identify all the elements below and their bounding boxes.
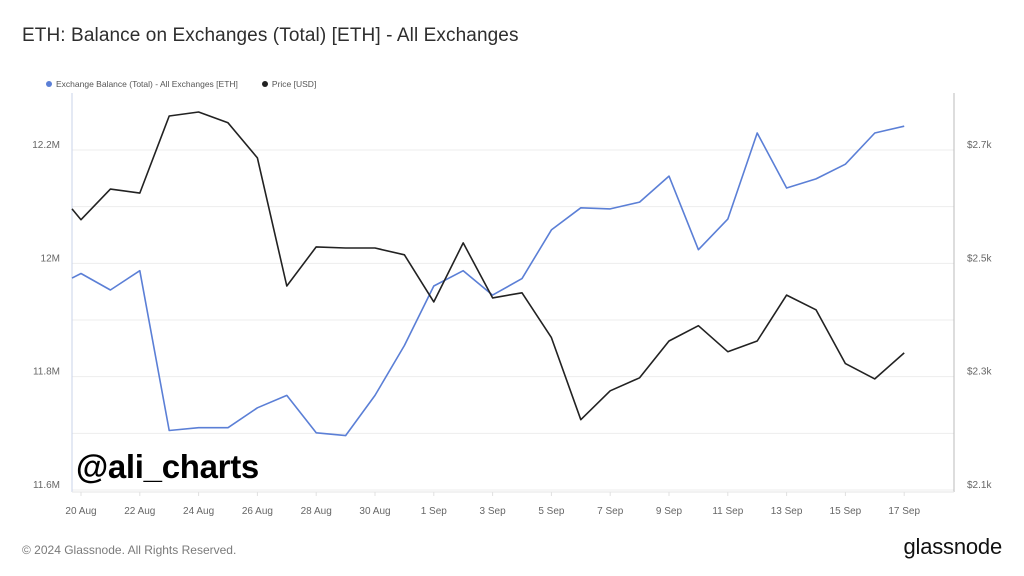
x-tick-label: 20 Aug — [65, 506, 96, 517]
y-right-tick-label: $2.5k — [967, 253, 992, 264]
x-tick-label: 5 Sep — [538, 506, 565, 517]
x-tick-label: 13 Sep — [771, 506, 803, 517]
y-left-tick-label: 11.6M — [33, 480, 60, 491]
x-tick-label: 28 Aug — [301, 506, 332, 517]
legend-dot-icon — [261, 81, 268, 87]
y-left-tick-label: 12.2M — [32, 140, 60, 151]
x-tick-label: 30 Aug — [359, 506, 390, 517]
glassnode-logo: glassnode — [903, 534, 1003, 559]
y-right-tick-label: $2.3k — [967, 367, 992, 378]
legend-item-price[interactable]: Price [USD] — [261, 79, 317, 89]
y-right-tick-label: $2.7k — [967, 140, 992, 151]
y-right-tick-label: $2.1k — [967, 480, 992, 491]
copyright-notice: © 2024 Glassnode. All Rights Reserved. — [22, 543, 237, 557]
price-line[interactable] — [71, 111, 905, 421]
y-left-tick-label: 11.8M — [33, 367, 60, 378]
x-tick-label: 1 Sep — [421, 506, 448, 517]
x-tick-label: 17 Sep — [888, 506, 920, 517]
x-tick-label: 3 Sep — [480, 506, 507, 517]
chart-title: ETH: Balance on Exchanges (Total) [ETH] … — [22, 25, 519, 46]
legend-item-exchange-balance[interactable]: Exchange Balance (Total) - All Exchanges… — [46, 79, 238, 89]
watermark: @ali_charts — [76, 448, 259, 485]
right-y-axis-labels: $2.7k $2.5k $2.3k $2.1k — [967, 140, 992, 491]
chart-legend: Exchange Balance (Total) - All Exchanges… — [46, 79, 316, 89]
x-tick-label: 26 Aug — [242, 506, 273, 517]
x-tick-label: 24 Aug — [183, 506, 214, 517]
x-tick-label: 11 Sep — [712, 506, 743, 517]
gridlines — [72, 149, 954, 491]
x-tick-label: 7 Sep — [597, 506, 624, 517]
exchange-balance-line[interactable] — [71, 125, 905, 437]
x-axis-labels: 20 Aug 22 Aug 24 Aug 26 Aug 28 Aug 30 Aug 1 Se… — [65, 492, 920, 517]
x-tick-label: 22 Aug — [124, 506, 155, 517]
x-tick-label: 15 Sep — [830, 506, 862, 517]
y-left-tick-label: 12M — [41, 253, 60, 264]
legend-label: Price [USD] — [271, 79, 317, 89]
legend-dot-icon — [46, 81, 52, 87]
legend-label: Exchange Balance (Total) - All Exchanges… — [56, 79, 238, 89]
x-tick-label: 9 Sep — [656, 506, 683, 517]
left-y-axis-labels: 12.2M 12M 11.8M 11.6M — [32, 140, 60, 491]
